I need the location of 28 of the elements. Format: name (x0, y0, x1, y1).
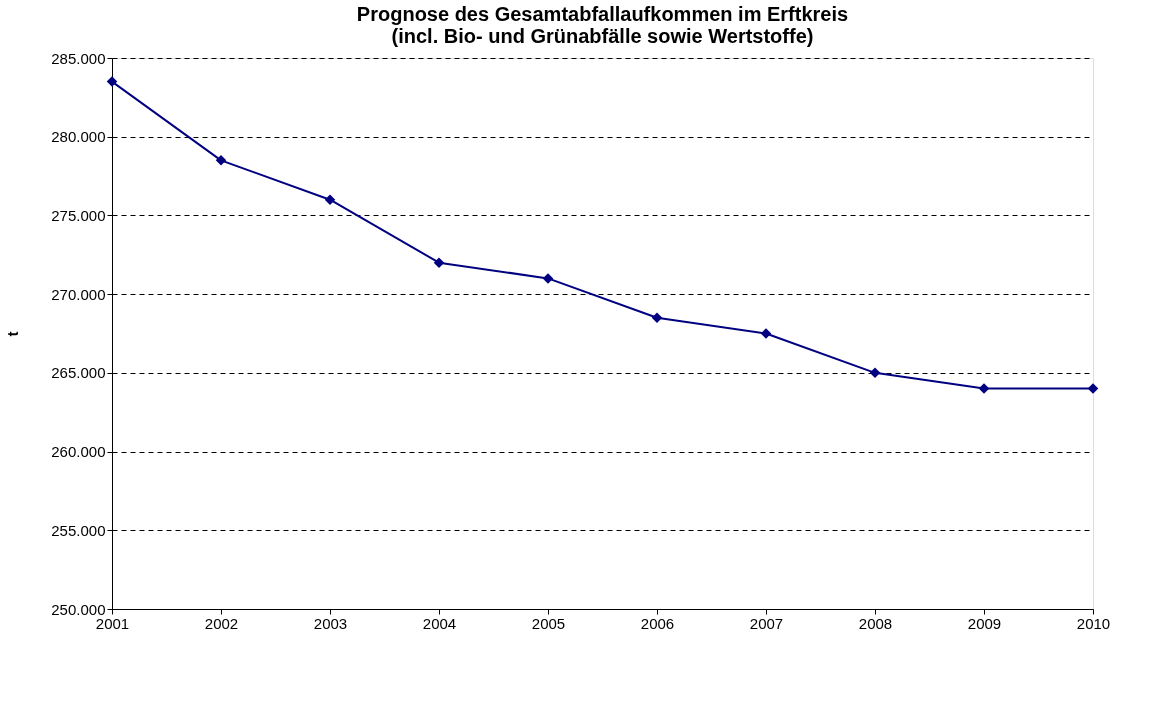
x-tick-label: 2008 (858, 614, 893, 632)
y-tick-label: 260.000 (51, 443, 106, 461)
x-tick-label: 2002 (204, 614, 239, 632)
x-tick-label: 2005 (531, 614, 566, 632)
x-tick-label: 2007 (749, 614, 784, 632)
x-tick-label: 2009 (967, 614, 1002, 632)
y-tick-label: 255.000 (51, 521, 106, 539)
point (978, 383, 990, 394)
x-tick-label: 2010 (1076, 614, 1111, 632)
point (760, 328, 772, 339)
y-tick-label: 265.000 (51, 364, 106, 382)
y-tick-label: 275.000 (51, 206, 106, 224)
y-axis-title: t (4, 331, 22, 337)
chart-title: Prognose des Gesamtabfallaufkommen im Erftkreis (incl. Bio- und Grünabfälle sowie Wertstoffe) (356, 3, 849, 47)
point (1087, 383, 1099, 394)
x-tick-label: 2006 (640, 614, 675, 632)
point (869, 367, 881, 379)
point (651, 312, 663, 323)
y-tick-label: 285.000 (51, 49, 106, 67)
y-tick-label: 270.000 (51, 285, 106, 303)
x-tick-label: 2004 (422, 614, 457, 632)
point (324, 194, 336, 205)
point (106, 76, 118, 87)
point (433, 257, 445, 268)
point (542, 273, 554, 284)
point (215, 155, 227, 166)
y-tick-label: 280.000 (51, 128, 106, 146)
x-tick-label: 2003 (313, 614, 348, 632)
